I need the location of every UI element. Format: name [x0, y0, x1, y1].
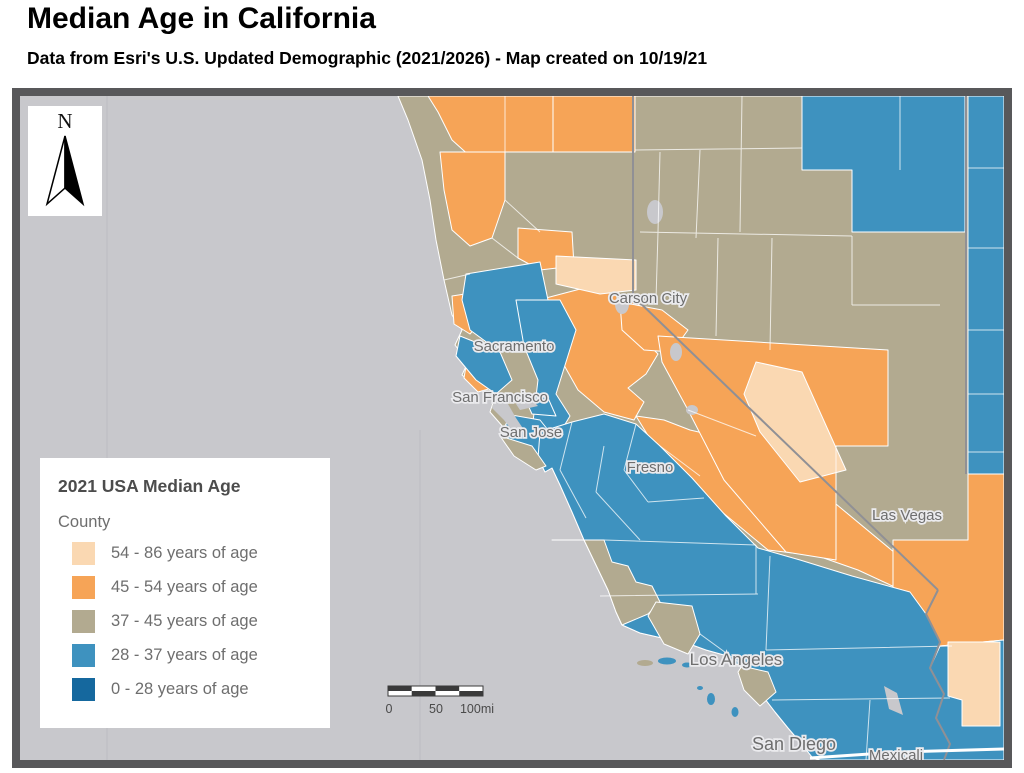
- pyramid-lake: [647, 200, 663, 224]
- scale-bar-segment: [388, 686, 412, 691]
- legend-swatch-blue: [72, 644, 95, 667]
- north-arrow-label: N: [57, 109, 73, 133]
- map-legend: 2021 USA Median Age County 54 - 86 years…: [40, 458, 330, 728]
- island: [731, 707, 739, 717]
- legend-label: 37 - 45 years of age: [111, 612, 258, 630]
- city-label-mexicali: Mexicali: [869, 747, 923, 760]
- north-arrow-right-half: [64, 135, 85, 207]
- scale-tick-0: 0: [386, 702, 393, 716]
- county-region: [737, 665, 777, 707]
- legend-label: 45 - 54 years of age: [111, 578, 258, 596]
- legend-layer-name: County: [58, 513, 111, 531]
- legend-label: 28 - 37 years of age: [111, 646, 258, 664]
- county-region: [947, 641, 1001, 727]
- san-francisco-bay: [492, 396, 524, 436]
- scale-bar-segment: [435, 686, 460, 691]
- city-label-san-diego: San Diego: [752, 734, 836, 754]
- scale-bar-segment: [411, 686, 436, 691]
- scale-bar-segment: [388, 691, 412, 696]
- page-title: Median Age in California: [27, 2, 376, 35]
- scale-bar-segment: [411, 691, 436, 696]
- city-label-sacramento: Sacramento: [474, 338, 555, 355]
- legend-label: 0 - 28 years of age: [111, 680, 249, 698]
- city-label-san-jose: San Jose: [500, 424, 563, 441]
- legend-row: 0 - 28 years of age: [72, 678, 330, 701]
- county-region: [439, 151, 506, 247]
- county-boundaries: [443, 96, 1004, 760]
- legend-swatch-darkblue: [72, 678, 95, 701]
- island: [658, 657, 676, 665]
- state-border-colorado-river: [924, 589, 952, 760]
- scale-tick-50: 50: [429, 702, 443, 716]
- north-arrow: N: [28, 106, 102, 216]
- lake-tahoe: [615, 294, 629, 314]
- legend-row: 37 - 45 years of age: [72, 610, 330, 633]
- city-label-los-angeles: Los Angeles: [690, 650, 783, 669]
- walker-lake: [670, 343, 682, 361]
- county-region: [515, 299, 577, 437]
- island: [637, 660, 653, 666]
- scale-tick-100mi: 100mi: [460, 702, 494, 716]
- scale-bar-outline: [387, 685, 484, 697]
- delta-waterway: [516, 400, 538, 410]
- scale-bar-segment: [459, 691, 483, 696]
- island: [707, 693, 715, 705]
- county-region: [647, 601, 701, 655]
- legend-swatch-tan: [72, 610, 95, 633]
- island: [682, 662, 692, 668]
- county-region: [499, 435, 547, 471]
- legend-swatch-peach: [72, 542, 95, 565]
- legend-title: 2021 USA Median Age: [58, 476, 241, 496]
- county-region: [455, 335, 513, 395]
- city-label-las-vegas: Las Vegas: [872, 507, 942, 524]
- north-arrow-icon: [45, 135, 85, 207]
- page-subtitle: Data from Esri's U.S. Updated Demographi…: [27, 48, 708, 68]
- scale-bar: 0 50 100mi: [386, 685, 494, 716]
- city-label-san-francisco: San Francisco: [452, 389, 548, 406]
- scale-bar-segment: [459, 686, 483, 691]
- scale-bar-segment: [435, 691, 460, 696]
- legend-swatch-orange: [72, 576, 95, 599]
- county-region: [801, 96, 966, 233]
- legend-row: 45 - 54 years of age: [72, 576, 330, 599]
- legend-row: 28 - 37 years of age: [72, 644, 330, 667]
- border-us-mexico: [809, 747, 1004, 760]
- salton-sea: [884, 686, 903, 715]
- county-region: [555, 255, 637, 295]
- north-arrow-left-half: [45, 135, 66, 207]
- county-region: [967, 96, 1004, 475]
- legend-label: 54 - 86 years of age: [111, 544, 258, 562]
- city-label-carson-city: Carson City: [609, 290, 688, 307]
- island: [697, 686, 703, 690]
- county-region: [743, 361, 847, 483]
- legend-row: 54 - 86 years of age: [72, 542, 330, 565]
- city-label-fresno: Fresno: [627, 459, 674, 476]
- county-region: [552, 96, 636, 153]
- state-border-california-nevada: [632, 96, 939, 591]
